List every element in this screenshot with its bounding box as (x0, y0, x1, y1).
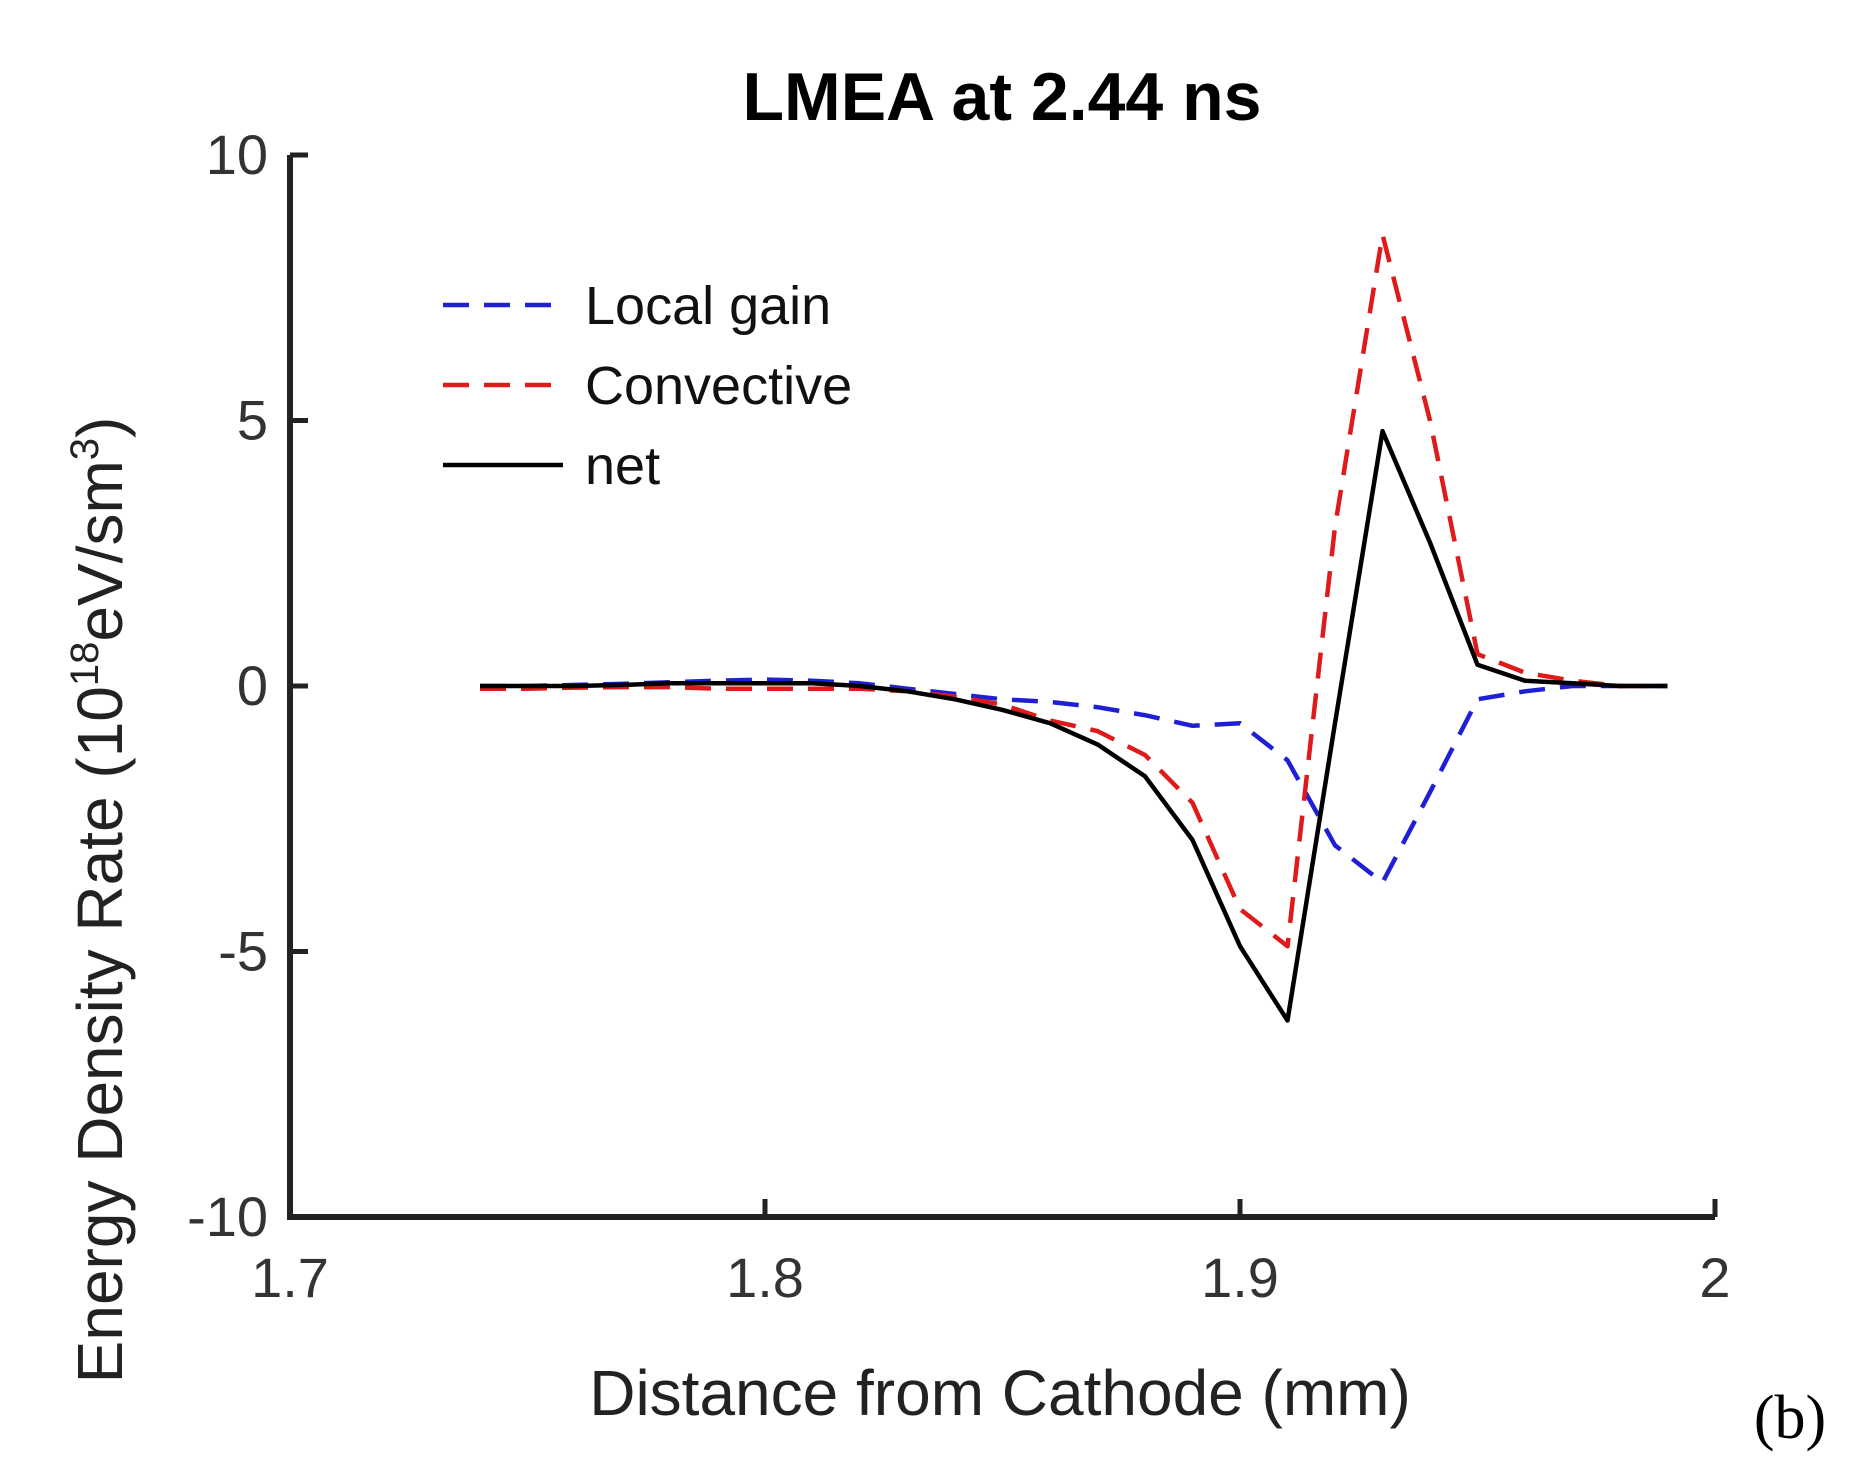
y-axis-label-exponent-1: 18 (63, 642, 107, 687)
series-lines (480, 232, 1668, 1023)
axis-ticks: 10 5 0 -5 -101.7 1.8 1.9 2 (187, 123, 1731, 1309)
y-axis-label-suffix: ) (64, 417, 136, 438)
axis-frame (287, 155, 1715, 1220)
series-line-net (480, 428, 1668, 1023)
series-line-convective (480, 232, 1668, 949)
chart-title: LMEA at 2.44 ns (743, 59, 1262, 135)
legend-label-net: net (585, 436, 660, 496)
x-tick-label: 1.9 (1201, 1246, 1279, 1309)
legend-label-convective: Convective (585, 356, 852, 416)
y-tick-label: 0 (237, 654, 268, 717)
x-tick-label: 1.8 (726, 1246, 804, 1309)
legend-label-local-gain: Local gain (585, 276, 831, 336)
y-tick-label: 10 (206, 123, 268, 186)
y-tick-label: -5 (218, 920, 268, 983)
y-axis-label-prefix: Energy Density Rate (10 (64, 686, 136, 1383)
x-tick-label: 2 (1699, 1246, 1730, 1309)
y-axis-label: Energy Density Rate (1018eV/sm3) (63, 417, 136, 1384)
legend: Local gain Convective net (443, 276, 852, 496)
y-axis-label-unit: eV/sm (64, 460, 136, 641)
series-line-local-gain (480, 677, 1668, 885)
y-tick-label: 5 (237, 389, 268, 452)
svg-text:Energy Density Rate (1018eV/sm: Energy Density Rate (1018eV/sm3) (63, 417, 136, 1384)
panel-label: (b) (1754, 1384, 1826, 1452)
y-tick-label: -10 (187, 1185, 268, 1248)
x-axis-label: Distance from Cathode (mm) (589, 1357, 1411, 1429)
y-axis-label-exponent-2: 3 (63, 438, 107, 460)
x-tick-label: 1.7 (251, 1246, 329, 1309)
